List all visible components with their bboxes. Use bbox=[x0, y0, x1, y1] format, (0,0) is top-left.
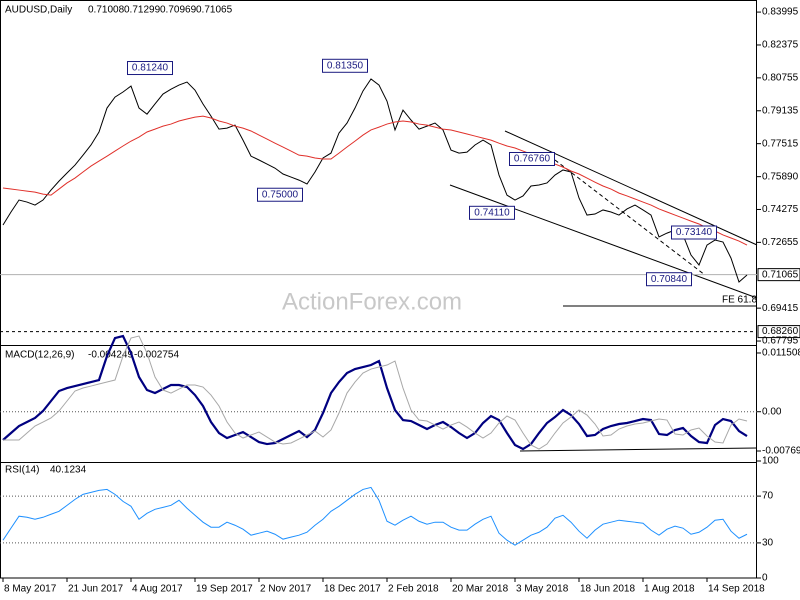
indicator-title: MACD(12,26,9) bbox=[5, 350, 74, 361]
series-line bbox=[2, 115, 748, 246]
y-tick-label: 0 bbox=[762, 573, 768, 584]
price-label-box bbox=[757, 268, 800, 282]
annotation-box bbox=[469, 205, 515, 220]
x-tick-label: 1 Aug 2018 bbox=[644, 584, 695, 595]
x-tick-label: 21 Jun 2017 bbox=[68, 584, 123, 595]
x-tick-label: 14 Sep 2018 bbox=[708, 584, 765, 595]
x-tick-label: 18 Dec 2017 bbox=[324, 584, 381, 595]
y-tick-label: 70 bbox=[762, 491, 774, 502]
y-tick-label: 0.80755 bbox=[762, 73, 799, 84]
ohlc-reading: 0.71065 bbox=[196, 5, 233, 16]
annotation-box bbox=[509, 151, 555, 166]
y-tick-label: 0.75890 bbox=[762, 171, 799, 182]
x-tick-label: 8 May 2017 bbox=[4, 584, 57, 595]
x-tick-label: 18 Jun 2018 bbox=[580, 584, 635, 595]
ohlc-reading: 0.70969 bbox=[160, 5, 197, 16]
y-tick-label: 100 bbox=[762, 456, 779, 467]
annotation-box bbox=[671, 225, 717, 240]
annotation-label: 0.75000 bbox=[262, 189, 299, 200]
series-line bbox=[3, 335, 748, 450]
ohlc-reading: 0.71299 bbox=[124, 5, 161, 16]
annotation-label: 0.81350 bbox=[327, 60, 364, 71]
fe-label: FE 61.8 bbox=[722, 295, 757, 306]
indicator-reading: 40.1234 bbox=[50, 465, 87, 476]
level-label: 0.68260 bbox=[762, 326, 799, 337]
y-tick-label: 30 bbox=[762, 538, 774, 549]
y-tick-label: 0.83995 bbox=[762, 7, 799, 18]
y-tick-label: 0.82375 bbox=[762, 40, 799, 51]
annotation-label: 0.70840 bbox=[651, 274, 688, 285]
indicator-reading: -0.002754 bbox=[134, 350, 179, 361]
annotation-box bbox=[257, 187, 303, 202]
level-label-box bbox=[757, 325, 800, 339]
annotation-label: 0.81240 bbox=[132, 63, 169, 74]
annotation-box bbox=[127, 61, 173, 76]
x-tick-label: 19 Sep 2017 bbox=[196, 584, 253, 595]
y-tick-label: 0.77515 bbox=[762, 138, 799, 149]
y-tick-label: 0.67795 bbox=[762, 336, 799, 347]
y-tick-label: 0.72655 bbox=[762, 237, 799, 248]
trendline bbox=[554, 159, 706, 276]
y-tick-label: 0.74275 bbox=[762, 204, 799, 215]
price-label: 0.71065 bbox=[762, 269, 799, 280]
annotation-box bbox=[322, 58, 368, 73]
trendline bbox=[449, 184, 758, 299]
x-tick-label: 20 Mar 2018 bbox=[452, 584, 509, 595]
annotation-label: 0.76760 bbox=[514, 154, 551, 165]
ohlc-reading: 0.71008 bbox=[88, 5, 125, 16]
annotation-box bbox=[646, 272, 692, 287]
annotation-label: 0.74110 bbox=[474, 207, 510, 218]
x-tick-label: 3 May 2018 bbox=[516, 584, 569, 595]
annotation-label: 0.73140 bbox=[676, 227, 713, 238]
series-line bbox=[2, 78, 748, 283]
x-tick-label: 2 Nov 2017 bbox=[260, 584, 312, 595]
indicator-title: RSI(14) bbox=[5, 465, 39, 476]
indicator-reading: -0.004249 bbox=[88, 350, 133, 361]
y-tick-label: 0.69415 bbox=[762, 303, 799, 314]
y-tick-label: 0.00 bbox=[762, 406, 782, 417]
x-tick-label: 4 Aug 2017 bbox=[132, 584, 183, 595]
trendline bbox=[519, 447, 758, 452]
y-tick-label: -0.007694 bbox=[762, 446, 800, 457]
chart-title: AUDUSD,Daily bbox=[5, 5, 72, 16]
plot-frame bbox=[0, 0, 757, 579]
series-line bbox=[2, 334, 748, 451]
y-tick-label: 0.79135 bbox=[762, 105, 799, 116]
series-line bbox=[2, 486, 748, 546]
watermark: ActionForex.com bbox=[282, 288, 462, 315]
x-tick-label: 2 Feb 2018 bbox=[388, 584, 439, 595]
y-tick-label: 0.011508 bbox=[762, 348, 800, 359]
